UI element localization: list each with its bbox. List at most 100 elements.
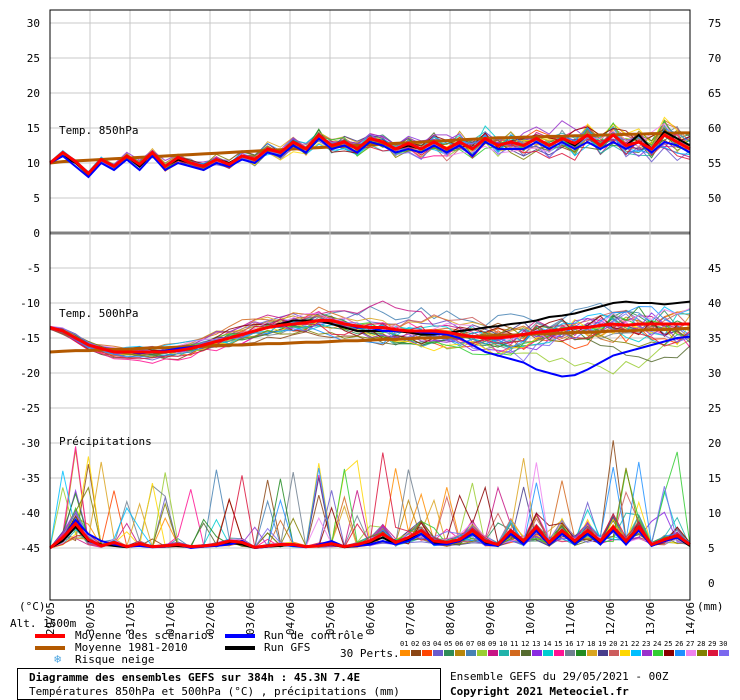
left-tick-label: -10 [20, 297, 40, 310]
perturbation-swatch [565, 650, 575, 656]
x-tick-label: 02/06 [204, 602, 217, 635]
perturbation-number: 02 [411, 640, 420, 648]
footer-title: Diagramme des ensembles GEFS sur 384h : … [29, 671, 361, 684]
legend-control: Run de contrôle [264, 629, 364, 642]
perturbation-swatch [664, 650, 674, 656]
right-tick-label: 70 [708, 52, 721, 65]
right-tick-label: 75 [708, 17, 721, 30]
perturbation-number: 22 [631, 640, 640, 648]
x-tick-label: 31/05 [124, 602, 137, 635]
perturbation-swatch [477, 650, 487, 656]
left-tick-label: 0 [33, 227, 40, 240]
legend-gfs: Run GFS [264, 641, 311, 654]
perturbation-number: 15 [554, 640, 563, 648]
footer-subtitle: Températures 850hPa et 500hPa (°C) , pré… [29, 685, 400, 698]
ensemble-member-t500 [49, 319, 691, 363]
perturbation-number: 19 [598, 640, 607, 648]
legend-swatch-mean [35, 634, 65, 638]
perturbation-swatch [411, 650, 421, 656]
perturbation-number: 07 [466, 640, 475, 648]
x-tick-label: 08/06 [444, 602, 457, 635]
legend-swatch-control [225, 634, 255, 638]
x-tick-label: 30/05 [84, 602, 97, 635]
perturbation-swatch [598, 650, 608, 656]
x-tick-label: 06/06 [364, 602, 377, 635]
right-tick-label: 5 [708, 542, 715, 555]
left-tick-label: 15 [27, 122, 40, 135]
x-tick-label: 13/06 [644, 602, 657, 635]
left-tick-label: 5 [33, 192, 40, 205]
x-tick-label: 04/06 [284, 602, 297, 635]
perturbation-swatch [400, 650, 410, 656]
perturbation-swatch [576, 650, 586, 656]
perturbation-swatch [642, 650, 652, 656]
snowflake-icon: ❄ [54, 652, 62, 666]
x-tick-label: 07/06 [404, 602, 417, 635]
right-tick-label: 40 [708, 297, 721, 310]
perturbation-swatch [708, 650, 718, 656]
left-tick-label: -45 [20, 542, 40, 555]
right-tick-label: 45 [708, 262, 721, 275]
right-axis-unit: (mm) [697, 600, 724, 613]
x-tick-label: 29/05 [44, 602, 57, 635]
perturbation-swatch [422, 650, 432, 656]
perturbation-swatch [631, 650, 641, 656]
perturbation-number: 04 [433, 640, 442, 648]
left-tick-label: -40 [20, 507, 40, 520]
panel-label-t500: Temp. 500hPa [59, 307, 138, 320]
perturbation-swatch [444, 650, 454, 656]
perturbation-swatch [587, 650, 597, 656]
legend-snow: Risque neige [75, 653, 155, 666]
left-tick-label: 20 [27, 87, 40, 100]
ensemble-member-t500 [49, 326, 691, 358]
perturbation-swatch [521, 650, 531, 656]
legend-mean: Moyenne des scénarios [75, 629, 215, 642]
perturbation-swatch [686, 650, 696, 656]
left-tick-label: -30 [20, 437, 40, 450]
perturbation-swatch [543, 650, 553, 656]
series-t500 [49, 319, 690, 354]
right-tick-label: 30 [708, 367, 721, 380]
perturbation-number: 01 [400, 640, 409, 648]
perturbation-swatch [719, 650, 729, 656]
plot-frame [49, 9, 691, 601]
right-tick-label: 10 [708, 507, 721, 520]
perturbation-swatch [697, 650, 707, 656]
left-tick-label: -35 [20, 472, 40, 485]
left-tick-label: 10 [27, 157, 40, 170]
footer-run-info: Ensemble GEFS du 29/05/2021 - 00Z [450, 670, 669, 683]
perturbation-swatch [455, 650, 465, 656]
right-tick-label: 0 [708, 577, 715, 590]
x-tick-label: 03/06 [244, 602, 257, 635]
right-tick-label: 15 [708, 472, 721, 485]
right-tick-label: 25 [708, 402, 721, 415]
series-t850 [49, 132, 691, 176]
x-tick-label: 01/06 [164, 602, 177, 635]
perturbation-swatch [532, 650, 542, 656]
perturbation-swatch [653, 650, 663, 656]
chart-axes: 302520151050-5-10-15-20-25-30-35-40-4575… [20, 9, 721, 635]
perturbation-number: 30 [719, 640, 728, 648]
perturbation-number: 29 [708, 640, 717, 648]
right-tick-label: 20 [708, 437, 721, 450]
left-tick-label: 25 [27, 52, 40, 65]
left-tick-label: -5 [27, 262, 40, 275]
x-tick-label: 10/06 [524, 602, 537, 635]
perturbation-number: 06 [455, 640, 464, 648]
left-tick-label: -20 [20, 367, 40, 380]
series-t500 [49, 326, 691, 354]
altitude-label: Alt. 1500m [10, 617, 77, 630]
perturbation-number: 25 [664, 640, 673, 648]
perturbation-number: 05 [444, 640, 453, 648]
perturbation-swatch [510, 650, 520, 656]
perturbation-number: 27 [686, 640, 695, 648]
right-tick-label: 55 [708, 157, 721, 170]
perturbation-swatch [488, 650, 498, 656]
perturbation-swatch [466, 650, 476, 656]
perturbation-number: 10 [499, 640, 508, 648]
ensemble-member-t500 [49, 318, 691, 360]
perturbation-number: 24 [653, 640, 662, 648]
left-tick-label: -25 [20, 402, 40, 415]
left-tick-label: 30 [27, 17, 40, 30]
